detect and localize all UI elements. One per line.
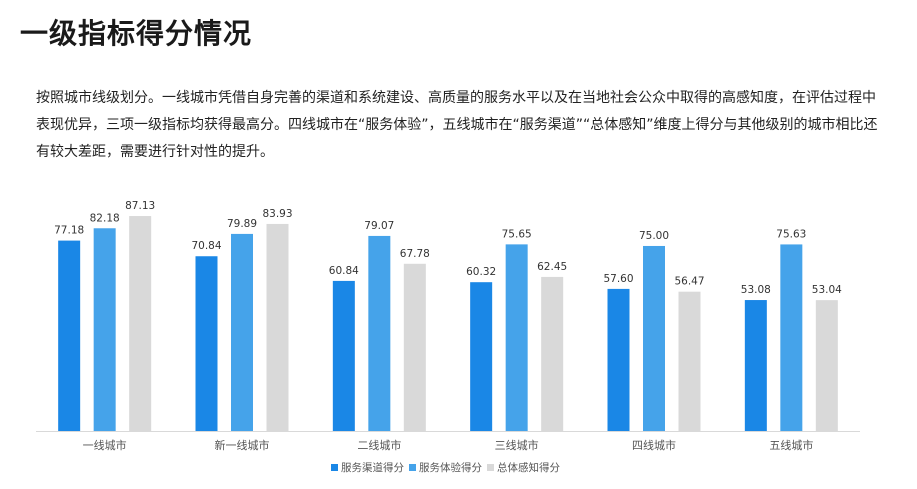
description-text: 按照城市线级划分。一线城市凭借自身完善的渠道和系统建设、高质量的服务水平以及在当… — [36, 90, 878, 160]
data-label: 75.00 — [639, 230, 669, 242]
legend-swatch — [487, 464, 494, 471]
legend-swatch — [331, 464, 338, 471]
bar — [58, 240, 81, 431]
data-label: 79.07 — [364, 220, 394, 232]
x-tick-label: 三线城市 — [495, 438, 539, 452]
legend-label: 总体感知得分 — [497, 461, 560, 474]
x-tick-label: 一线城市 — [83, 438, 127, 452]
bar — [93, 228, 116, 431]
bar — [368, 235, 391, 431]
x-tick-label: 四线城市 — [632, 438, 676, 452]
data-label: 60.84 — [329, 265, 359, 277]
bar — [231, 233, 253, 431]
bar — [541, 276, 564, 431]
bar — [505, 244, 528, 431]
data-label: 82.18 — [90, 212, 120, 224]
legend-label: 服务体验得分 — [419, 461, 482, 474]
bar — [744, 300, 767, 431]
data-label: 53.04 — [812, 284, 842, 296]
legend-label: 服务渠道得分 — [341, 461, 404, 474]
data-label: 57.60 — [603, 273, 633, 285]
data-label: 53.08 — [741, 284, 771, 296]
bar — [780, 244, 803, 431]
bar — [678, 291, 701, 431]
bar — [470, 282, 493, 431]
data-label: 67.78 — [400, 248, 430, 260]
x-tick-label: 二线城市 — [357, 438, 401, 452]
x-tick-label: 新一线城市 — [215, 438, 270, 452]
data-label: 79.89 — [227, 218, 257, 230]
bar — [195, 256, 218, 431]
bar — [403, 263, 426, 431]
data-label: 87.13 — [125, 200, 155, 212]
bar — [332, 280, 355, 431]
data-label: 70.84 — [191, 240, 221, 252]
data-label: 56.47 — [674, 276, 704, 288]
bar — [129, 216, 152, 431]
data-label: 62.45 — [537, 261, 567, 273]
x-tick-label: 五线城市 — [769, 438, 813, 452]
legend-swatch — [409, 464, 416, 471]
data-label: 60.32 — [466, 266, 496, 278]
bar — [643, 245, 665, 431]
data-label: 83.93 — [262, 208, 292, 220]
bar — [815, 300, 838, 431]
bar — [266, 223, 289, 431]
data-label: 75.63 — [776, 228, 806, 240]
data-label: 77.18 — [54, 225, 84, 237]
page-title: 一级指标得分情况 — [20, 17, 253, 50]
data-label: 75.65 — [502, 228, 532, 240]
bar — [607, 288, 630, 431]
